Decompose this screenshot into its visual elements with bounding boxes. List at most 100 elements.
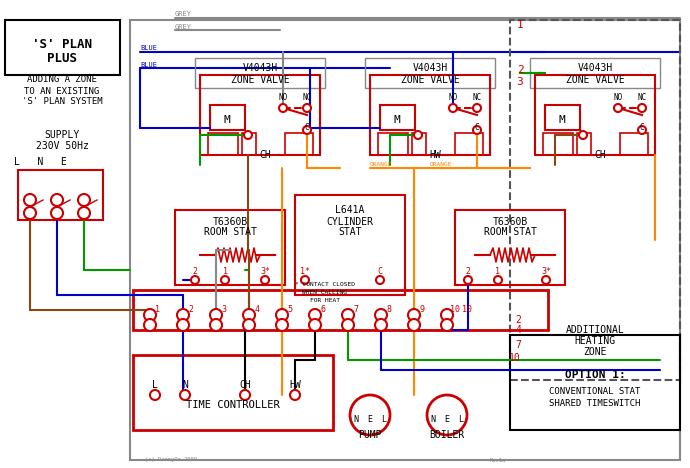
Circle shape: [177, 319, 189, 331]
Bar: [380, 105, 415, 130]
Text: NC: NC: [302, 94, 312, 102]
Text: 6: 6: [320, 306, 326, 314]
Text: HEATING: HEATING: [575, 336, 615, 346]
Text: 'S' PLAN SYSTEM: 'S' PLAN SYSTEM: [21, 97, 102, 107]
Circle shape: [303, 104, 311, 112]
Bar: [545, 105, 580, 130]
Text: C: C: [305, 123, 309, 132]
Text: 2: 2: [466, 268, 471, 277]
Text: CH: CH: [239, 380, 251, 390]
Text: E: E: [444, 416, 449, 424]
Circle shape: [290, 390, 300, 400]
Text: 10: 10: [509, 353, 521, 363]
Circle shape: [464, 276, 472, 284]
Bar: [620, 133, 648, 155]
Circle shape: [614, 104, 622, 112]
Circle shape: [150, 390, 160, 400]
Text: V4043H: V4043H: [413, 63, 448, 73]
Bar: [455, 210, 565, 285]
Text: V4043H: V4043H: [578, 63, 613, 73]
Text: E: E: [368, 416, 373, 424]
Text: 1: 1: [222, 268, 228, 277]
Bar: [295, 195, 405, 295]
Text: 10: 10: [462, 306, 472, 314]
Text: OPTION 1:: OPTION 1:: [564, 370, 625, 380]
Bar: [285, 133, 313, 155]
Text: BLUE: BLUE: [140, 45, 157, 51]
Circle shape: [494, 276, 502, 284]
Bar: [18, 170, 103, 220]
Text: 7: 7: [353, 306, 359, 314]
Text: 4: 4: [515, 325, 521, 335]
Text: T6360B: T6360B: [213, 217, 248, 227]
Circle shape: [221, 276, 229, 284]
Text: L   N   E: L N E: [14, 157, 66, 167]
Text: 4: 4: [255, 306, 259, 314]
Circle shape: [276, 319, 288, 331]
Text: 2: 2: [188, 306, 193, 314]
Text: PLUS: PLUS: [47, 51, 77, 65]
Bar: [200, 75, 320, 155]
Bar: [5, 20, 120, 75]
Circle shape: [243, 319, 255, 331]
Text: 'S' PLAN: 'S' PLAN: [32, 38, 92, 51]
Text: ORANGE: ORANGE: [430, 162, 453, 168]
Circle shape: [408, 309, 420, 321]
Text: 1: 1: [495, 268, 500, 277]
Text: 1: 1: [155, 306, 161, 314]
Text: CONVENTIONAL STAT: CONVENTIONAL STAT: [549, 388, 641, 396]
Text: T6360B: T6360B: [493, 217, 528, 227]
Text: ZONE: ZONE: [583, 347, 607, 357]
Bar: [370, 75, 490, 155]
Text: 3: 3: [517, 77, 524, 87]
Bar: [210, 105, 245, 130]
Circle shape: [244, 131, 252, 139]
Text: 3*: 3*: [260, 268, 270, 277]
Circle shape: [243, 309, 255, 321]
Circle shape: [51, 194, 63, 206]
Circle shape: [177, 309, 189, 321]
Text: SUPPLY: SUPPLY: [44, 130, 79, 140]
Text: N: N: [431, 416, 435, 424]
Circle shape: [375, 319, 387, 331]
Circle shape: [24, 207, 36, 219]
Text: 2: 2: [193, 268, 197, 277]
Circle shape: [441, 319, 453, 331]
Text: N: N: [353, 416, 359, 424]
Circle shape: [78, 207, 90, 219]
Circle shape: [408, 319, 420, 331]
Text: N: N: [182, 380, 188, 390]
Circle shape: [638, 126, 646, 134]
Text: ROOM STAT: ROOM STAT: [204, 227, 257, 237]
Bar: [577, 133, 591, 155]
Circle shape: [579, 131, 587, 139]
Circle shape: [210, 319, 222, 331]
Bar: [455, 133, 483, 155]
Circle shape: [210, 309, 222, 321]
Text: CH: CH: [259, 150, 271, 160]
Text: BOILER: BOILER: [429, 430, 464, 440]
Text: M: M: [559, 115, 565, 125]
Text: 1*: 1*: [300, 268, 310, 277]
Text: ZONE VALVE: ZONE VALVE: [230, 75, 289, 85]
Circle shape: [51, 207, 63, 219]
Circle shape: [144, 309, 156, 321]
Bar: [133, 290, 548, 330]
Text: L: L: [458, 416, 464, 424]
Bar: [543, 133, 573, 155]
Circle shape: [427, 395, 467, 435]
Circle shape: [24, 194, 36, 206]
Text: 10: 10: [450, 306, 460, 314]
Text: C: C: [640, 123, 644, 132]
Text: 8: 8: [386, 306, 391, 314]
Text: L641A: L641A: [335, 205, 365, 215]
Text: FOR HEAT: FOR HEAT: [310, 299, 340, 304]
Circle shape: [375, 309, 387, 321]
Text: 7: 7: [515, 340, 521, 350]
Text: C: C: [475, 123, 480, 132]
Text: 5: 5: [288, 306, 293, 314]
Text: CH: CH: [594, 150, 606, 160]
Bar: [412, 133, 426, 155]
Text: STAT: STAT: [338, 227, 362, 237]
Text: M: M: [393, 115, 400, 125]
